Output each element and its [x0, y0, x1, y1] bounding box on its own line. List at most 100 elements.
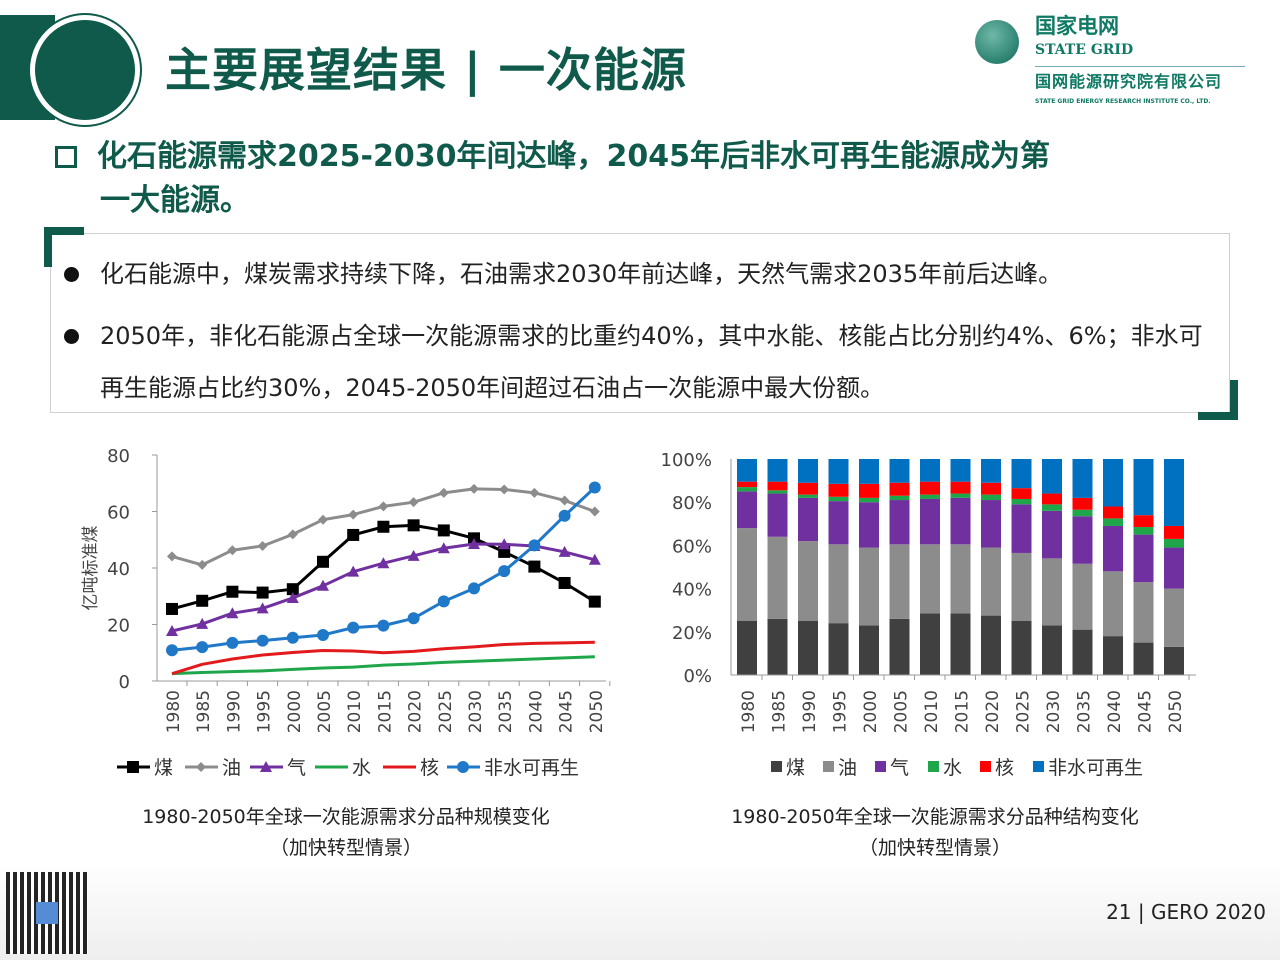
x-tick-label: 2035	[496, 690, 516, 733]
x-tick-label: 1985	[770, 690, 790, 733]
data-point	[468, 537, 480, 549]
x-tick-label: 1980	[164, 690, 184, 733]
bar-segment-油	[950, 544, 971, 614]
x-tick-label: 1995	[255, 690, 275, 733]
bar-segment-煤	[1103, 636, 1123, 675]
bar-segment-油	[889, 544, 910, 619]
legend-swatch	[980, 761, 991, 772]
data-point	[197, 559, 208, 570]
summary-box	[50, 233, 1230, 413]
bar-segment-核	[1133, 515, 1154, 528]
bar-segment-水	[1164, 538, 1184, 548]
x-tick-label: 2000	[861, 690, 881, 733]
y-tick-label: 20%	[672, 623, 712, 644]
bar-segment-水	[889, 495, 910, 501]
caption-line-1: 1980-2050年全球一次能源需求分品种规模变化	[142, 806, 550, 828]
legend-swatch	[928, 761, 939, 772]
legend-label: 水	[943, 757, 962, 779]
heading-line-1: 化石能源需求2025-2030年间达峰，2045年后非水可再生能源成为第	[97, 139, 1050, 174]
series-line-核	[171, 640, 595, 676]
data-point	[317, 628, 329, 641]
heading-line-2: 一大能源。	[100, 183, 250, 218]
y-tick-label: 80	[107, 446, 130, 467]
data-point	[558, 545, 571, 557]
x-tick-label: 1985	[194, 690, 214, 733]
square-bullet-icon	[55, 146, 77, 168]
bar-segment-核	[950, 481, 971, 494]
globe-icon	[975, 20, 1019, 64]
bar-segment-气	[1072, 516, 1093, 564]
bar-segment-核	[1164, 525, 1184, 539]
x-tick-label: 2050	[587, 690, 607, 733]
logo-en: STATE GRID	[1035, 42, 1134, 58]
bar-segment-煤	[950, 613, 971, 675]
x-tick-label: 2000	[285, 690, 305, 733]
bar-segment-非水可再生	[798, 459, 818, 483]
page-title: 主要展望结果 | 一次能源	[165, 43, 687, 97]
bar-segment-煤	[798, 621, 818, 675]
line-chart: 0 20 40 60 80 亿吨标准煤 1980 1985 1990 1995 2000 2005 20…	[70, 440, 623, 785]
bar-segment-水	[920, 494, 940, 499]
data-point	[256, 602, 269, 614]
legend-label: 气	[890, 757, 909, 779]
footer-band	[0, 860, 1280, 960]
x-tick-label: 2045	[1136, 690, 1156, 733]
x-tick-label: 1980	[739, 690, 759, 733]
data-point	[257, 540, 268, 551]
stacked-bar-chart: 1980 1985 1990 1995 2000 2005 2010 2015 2020 2025…	[658, 440, 1200, 785]
y-axis-label: 亿吨标准煤	[81, 526, 101, 611]
data-point	[166, 644, 178, 657]
data-point	[468, 582, 480, 595]
data-point	[498, 538, 511, 550]
x-tick-label: 2025	[1014, 690, 1034, 733]
legend-label: 水	[352, 757, 371, 779]
data-point	[469, 483, 479, 494]
y-tick-label: 40%	[672, 580, 712, 601]
data-point	[437, 542, 450, 554]
bar-segment-气	[737, 491, 757, 529]
data-point	[227, 545, 238, 556]
x-tick-label: 2020	[983, 690, 1003, 733]
y-tick-label: 60%	[672, 536, 712, 557]
bar-segment-非水可再生	[950, 459, 971, 482]
data-point	[378, 501, 389, 512]
bar-segment-核	[981, 482, 1001, 495]
legend-label: 核	[420, 757, 439, 779]
bar-segment-油	[920, 544, 940, 614]
bar-segment-非水可再生	[737, 459, 757, 482]
bar-segment-核	[920, 481, 940, 495]
bar-segment-煤	[920, 613, 940, 675]
legend-label: 核	[995, 757, 1014, 779]
x-tick-label: 1990	[224, 690, 244, 733]
logo-divider	[1035, 66, 1245, 67]
y-tick-label: 100%	[661, 450, 712, 471]
x-tick-label: 2005	[892, 690, 912, 733]
bar-segment-气	[828, 501, 849, 545]
bar-segment-油	[828, 544, 849, 624]
bar-segment-煤	[828, 623, 849, 675]
bar-segment-水	[767, 490, 788, 494]
data-point	[256, 634, 269, 647]
y-tick-label: 0%	[683, 666, 712, 687]
bar-segment-非水可再生	[859, 459, 879, 484]
bar-segment-非水可再生	[981, 459, 1001, 483]
legend-label: 气	[287, 757, 306, 779]
legend-swatch	[875, 761, 886, 772]
x-tick-label: 2010	[345, 690, 365, 733]
legend-marker	[196, 762, 206, 772]
bar-segment-气	[1103, 525, 1123, 572]
bar-segment-煤	[1164, 646, 1184, 675]
bar-segment-水	[1072, 509, 1093, 517]
bar-segment-水	[950, 493, 971, 498]
bar-segment-水	[1133, 527, 1154, 535]
bar-segment-核	[767, 481, 788, 491]
bar-segment-核	[798, 482, 818, 495]
legend-swatch	[771, 761, 782, 772]
y-tick-label: 80%	[672, 493, 712, 514]
bar-segment-油	[1072, 563, 1093, 630]
data-point	[256, 586, 269, 599]
data-point	[286, 583, 299, 596]
y-tick-label: 40	[107, 559, 130, 580]
title-circle-decoration	[30, 15, 140, 125]
bar-segment-非水可再生	[920, 459, 940, 482]
